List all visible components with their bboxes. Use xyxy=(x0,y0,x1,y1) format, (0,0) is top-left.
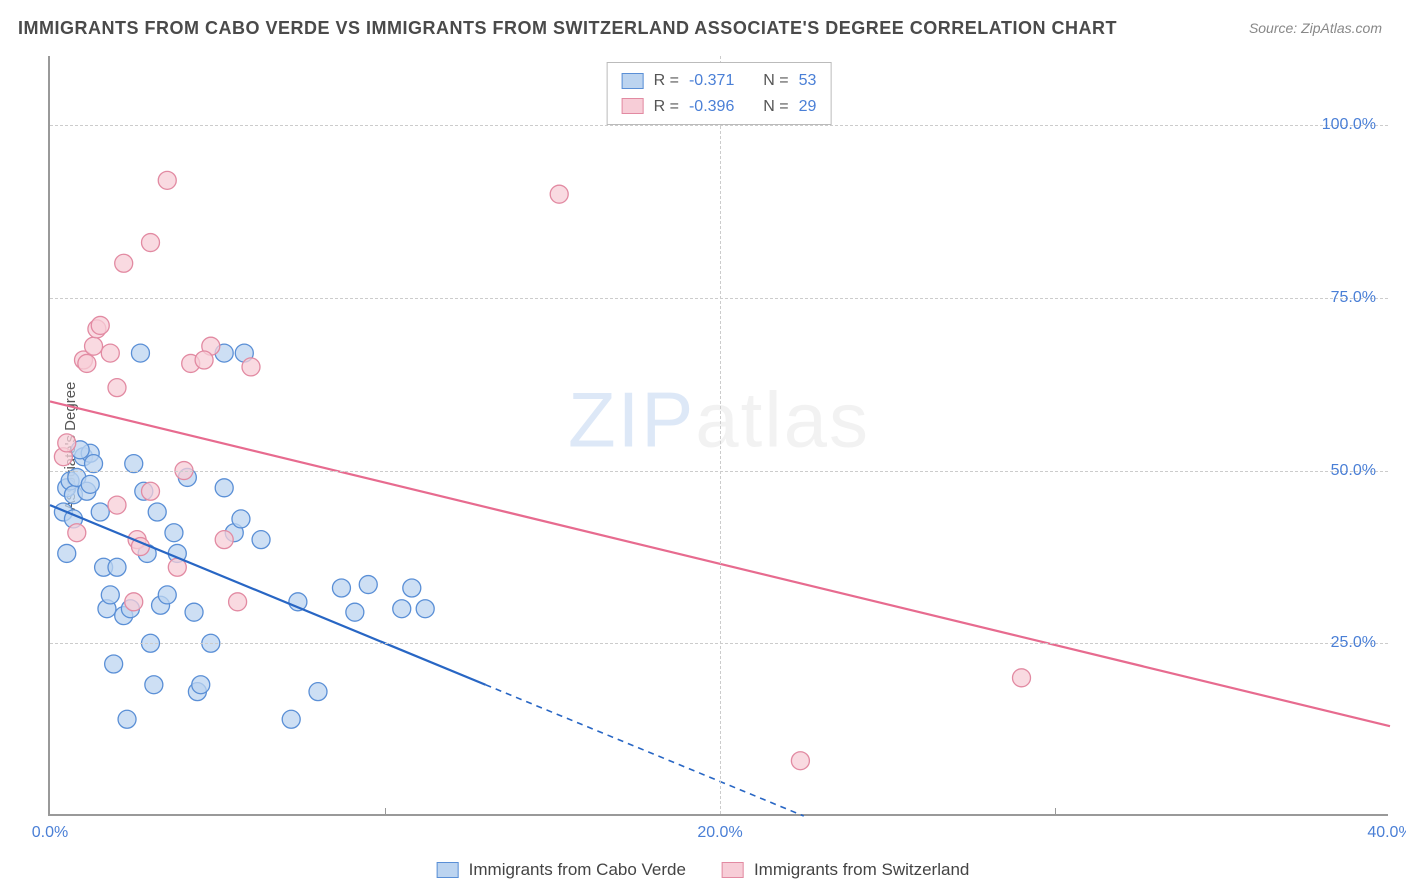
legend-stats: R = -0.371 N = 53 R = -0.396 N = 29 xyxy=(607,62,832,125)
grid-h xyxy=(50,643,1388,644)
data-point xyxy=(91,316,109,334)
chart-svg xyxy=(50,56,1388,814)
data-point xyxy=(791,752,809,770)
data-point xyxy=(81,475,99,493)
y-tick-label: 50.0% xyxy=(1331,462,1376,480)
data-point xyxy=(332,579,350,597)
data-point xyxy=(105,655,123,673)
grid-h xyxy=(50,298,1388,299)
data-point xyxy=(125,593,143,611)
data-point xyxy=(393,600,411,618)
x-tick-label: 40.0% xyxy=(1367,824,1406,842)
data-point xyxy=(252,531,270,549)
data-point xyxy=(192,676,210,694)
data-point xyxy=(101,344,119,362)
grid-v xyxy=(720,56,721,814)
grid-v xyxy=(1055,808,1056,814)
data-point xyxy=(282,710,300,728)
data-point xyxy=(131,344,149,362)
legend-r-val-0: -0.371 xyxy=(689,68,734,94)
data-point xyxy=(68,524,86,542)
legend-item-1: Immigrants from Switzerland xyxy=(722,860,969,880)
data-point xyxy=(115,254,133,272)
data-point xyxy=(185,603,203,621)
data-point xyxy=(142,234,160,252)
legend-n-label: N = xyxy=(763,94,788,120)
legend-n-val-0: 53 xyxy=(799,68,817,94)
grid-h xyxy=(50,471,1388,472)
source-label: Source: ZipAtlas.com xyxy=(1249,20,1382,36)
data-point xyxy=(1013,669,1031,687)
data-point xyxy=(346,603,364,621)
data-point xyxy=(195,351,213,369)
data-point xyxy=(85,337,103,355)
data-point xyxy=(158,171,176,189)
data-point xyxy=(359,576,377,594)
grid-v xyxy=(385,808,386,814)
legend-r-label: R = xyxy=(654,94,679,120)
y-tick-label: 25.0% xyxy=(1331,634,1376,652)
legend-stats-row-0: R = -0.371 N = 53 xyxy=(622,68,817,94)
legend-swatch-1b xyxy=(722,862,744,878)
data-point xyxy=(229,593,247,611)
x-tick-label: 20.0% xyxy=(697,824,742,842)
legend-swatch-0 xyxy=(622,73,644,89)
legend-label-1: Immigrants from Switzerland xyxy=(754,860,969,880)
data-point xyxy=(108,379,126,397)
legend-swatch-1 xyxy=(622,98,644,114)
data-point xyxy=(148,503,166,521)
plot-area: ZIPatlas R = -0.371 N = 53 R = -0.396 N … xyxy=(48,56,1388,816)
data-point xyxy=(215,479,233,497)
data-point xyxy=(165,524,183,542)
legend-series: Immigrants from Cabo Verde Immigrants fr… xyxy=(437,860,970,880)
data-point xyxy=(145,676,163,694)
data-point xyxy=(232,510,250,528)
trend-line-0-dash xyxy=(486,685,804,816)
data-point xyxy=(416,600,434,618)
data-point xyxy=(101,586,119,604)
y-tick-label: 75.0% xyxy=(1331,289,1376,307)
x-tick-label: 0.0% xyxy=(32,824,68,842)
data-point xyxy=(118,710,136,728)
data-point xyxy=(58,434,76,452)
data-point xyxy=(142,482,160,500)
data-point xyxy=(91,503,109,521)
legend-r-val-1: -0.396 xyxy=(689,94,734,120)
data-point xyxy=(108,496,126,514)
legend-stats-row-1: R = -0.396 N = 29 xyxy=(622,94,817,120)
data-point xyxy=(158,586,176,604)
data-point xyxy=(242,358,260,376)
legend-r-label: R = xyxy=(654,68,679,94)
y-tick-label: 100.0% xyxy=(1322,116,1376,134)
data-point xyxy=(550,185,568,203)
legend-label-0: Immigrants from Cabo Verde xyxy=(469,860,686,880)
legend-n-label: N = xyxy=(763,68,788,94)
data-point xyxy=(309,683,327,701)
grid-h xyxy=(50,125,1388,126)
data-point xyxy=(108,558,126,576)
data-point xyxy=(58,544,76,562)
legend-n-val-1: 29 xyxy=(799,94,817,120)
legend-swatch-0b xyxy=(437,862,459,878)
legend-item-0: Immigrants from Cabo Verde xyxy=(437,860,686,880)
chart-title: IMMIGRANTS FROM CABO VERDE VS IMMIGRANTS… xyxy=(18,18,1117,39)
data-point xyxy=(215,531,233,549)
data-point xyxy=(78,354,96,372)
data-point xyxy=(403,579,421,597)
